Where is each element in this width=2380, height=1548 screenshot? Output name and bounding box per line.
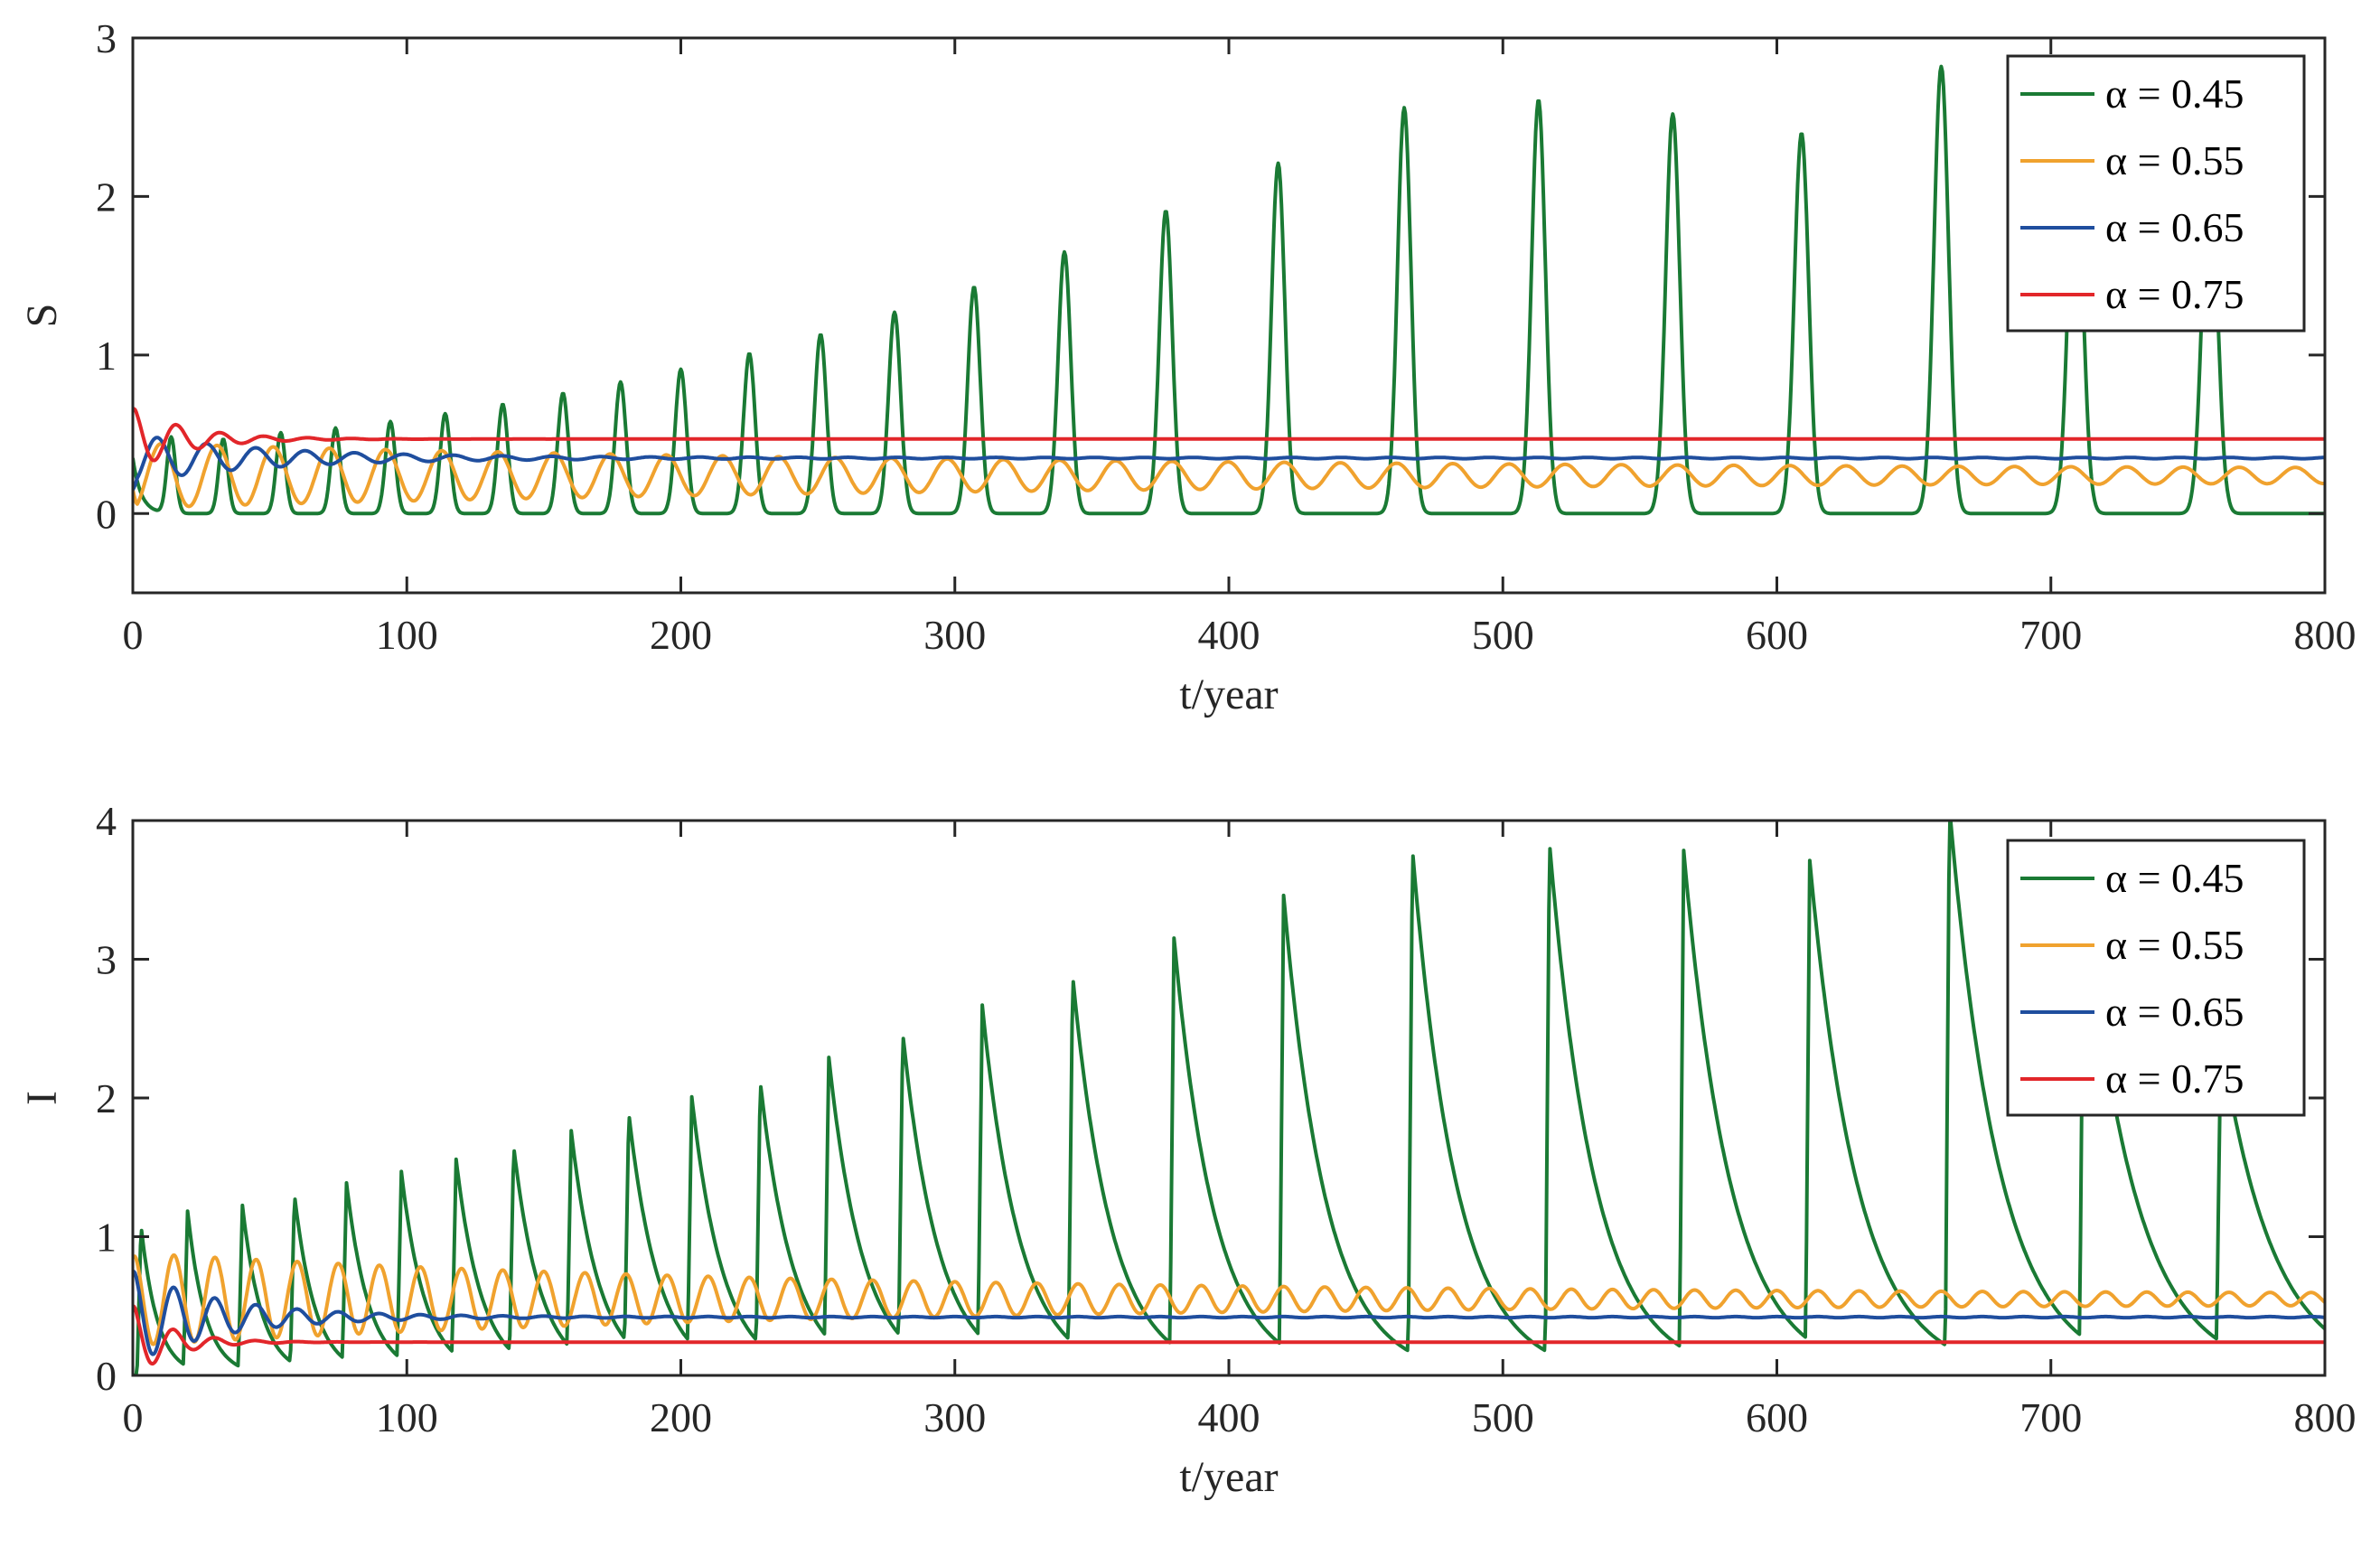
x-tick-label: 0: [123, 612, 144, 658]
legend-label: α = 0.75: [2105, 271, 2244, 317]
x-tick-label: 400: [1198, 1394, 1260, 1440]
x-tick-label: 100: [376, 612, 438, 658]
series-lines: [133, 64, 2325, 516]
y-tick-label: 2: [96, 174, 117, 220]
series-line-alpha-0-45: [133, 64, 2325, 516]
i-panel: 0 100 200 300 400 500 600 700 800 0 1 2 3 4 t/year Iα =…: [18, 798, 2357, 1501]
series-line-alpha-0-55: [133, 1253, 2325, 1346]
y-axis-title: I: [18, 1091, 66, 1105]
x-tick-label: 300: [923, 1394, 986, 1440]
series-line-alpha-0-45: [133, 821, 2325, 1375]
x-tick-label: 800: [2294, 1394, 2357, 1440]
legend-box: [2006, 54, 2306, 333]
x-tick-label: 500: [1472, 612, 1534, 658]
legend-label: α = 0.45: [2105, 70, 2244, 117]
series-line-alpha-0-75: [133, 1304, 2325, 1366]
y-tick-label: 4: [96, 798, 117, 844]
x-tick-label: 700: [2019, 612, 2082, 658]
x-tick-label: 400: [1198, 612, 1260, 658]
y-tick-label: 0: [96, 1353, 117, 1399]
x-tick-label: 700: [2019, 1394, 2082, 1440]
legend-label: α = 0.65: [2105, 204, 2244, 250]
y-tick-label: 3: [96, 15, 117, 61]
y-tick-label: 0: [96, 491, 117, 537]
y-tick-label: 2: [96, 1075, 117, 1121]
legend: α = 0.45 α = 0.55 α = 0.65 α = 0.75: [2006, 54, 2306, 333]
x-tick-label: 800: [2294, 612, 2357, 658]
x-tick-label: 0: [123, 1394, 144, 1440]
legend-label: α = 0.65: [2105, 989, 2244, 1035]
legend-label: α = 0.75: [2105, 1055, 2244, 1102]
axes-box: [131, 36, 2327, 595]
s-panel: 0 100 200 300 400 500 600 700 800 0 1 2 3 t/year Sα = …: [18, 15, 2357, 718]
x-tick-label: 200: [650, 1394, 712, 1440]
legend-label: α = 0.55: [2105, 137, 2244, 183]
y-tick-label: 1: [96, 1215, 117, 1261]
series-line-alpha-0-65: [133, 436, 2325, 491]
y-tick-label: 1: [96, 333, 117, 379]
legend-label: α = 0.55: [2105, 922, 2244, 968]
x-axis-title: t/year: [1179, 1453, 1278, 1501]
legend: α = 0.45 α = 0.55 α = 0.65 α = 0.75: [2006, 839, 2306, 1117]
series-lines: [133, 821, 2325, 1375]
x-axis-title: t/year: [1179, 671, 1278, 718]
y-axis-title: S: [18, 304, 66, 328]
series-line-alpha-0-55: [133, 442, 2325, 509]
x-tick-label: 100: [376, 1394, 438, 1440]
legend-label: α = 0.45: [2105, 855, 2244, 901]
x-tick-label: 200: [650, 612, 712, 658]
legend-box: [2006, 839, 2306, 1117]
series-line-alpha-0-65: [133, 1269, 2325, 1356]
x-tick-label: 300: [923, 612, 986, 658]
x-tick-label: 600: [1746, 1394, 1808, 1440]
series-line-alpha-0-75: [133, 407, 2325, 463]
x-tick-label: 600: [1746, 612, 1808, 658]
y-tick-label: 3: [96, 937, 117, 983]
x-tick-label: 500: [1472, 1394, 1534, 1440]
axes-box: [131, 819, 2327, 1377]
